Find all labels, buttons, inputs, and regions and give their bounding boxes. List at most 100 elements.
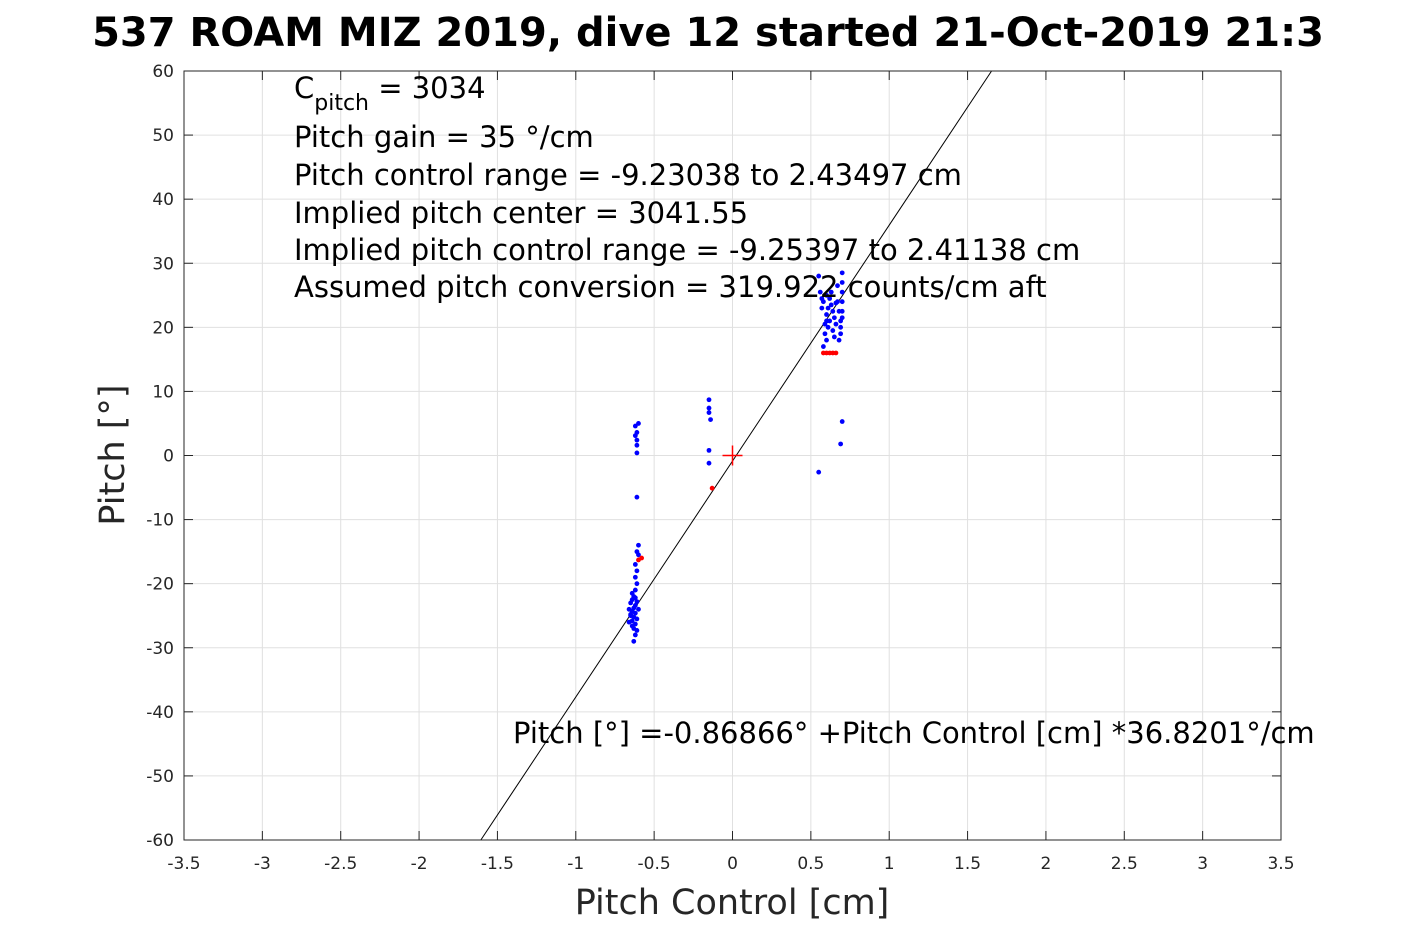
data-point	[827, 296, 833, 301]
data-point	[822, 321, 828, 327]
y-tick-label: 60	[152, 62, 174, 82]
data-point	[833, 350, 839, 356]
data-point	[636, 542, 641, 548]
data-point	[626, 619, 632, 625]
y-tick-label: -20	[146, 575, 174, 595]
data-point	[708, 417, 713, 423]
annotation-c-pitch: Cpitch = 3034	[294, 71, 486, 116]
data-point	[839, 280, 845, 285]
data-point	[632, 632, 638, 638]
data-point	[820, 299, 826, 305]
x-tick-label: -2	[411, 854, 428, 874]
data-point	[632, 587, 638, 593]
data-point	[825, 324, 831, 330]
x-tick-label: -0.5	[638, 854, 671, 874]
data-points	[626, 270, 845, 644]
x-tick-label: 0.5	[797, 854, 824, 874]
y-tick-label: 20	[152, 318, 174, 338]
data-point	[631, 638, 637, 644]
data-point	[632, 562, 638, 567]
data-point	[628, 612, 634, 617]
data-point	[838, 441, 844, 447]
data-point	[838, 324, 844, 330]
x-tick-label: -1.5	[481, 854, 514, 874]
data-point	[827, 318, 833, 324]
data-point	[706, 405, 712, 411]
data-point	[709, 485, 715, 491]
data-point	[629, 590, 635, 596]
data-point	[816, 469, 822, 475]
x-tick-label: 2	[1041, 854, 1052, 874]
data-point	[831, 334, 837, 340]
y-tick-label: 40	[152, 190, 174, 210]
x-axis-label: Pitch Control [cm]	[575, 883, 890, 923]
x-tick-label: -2.5	[324, 854, 357, 874]
data-point	[632, 423, 638, 429]
data-point	[632, 610, 638, 616]
data-point	[634, 581, 640, 587]
data-point	[706, 447, 712, 453]
y-tick-label: 30	[152, 254, 174, 274]
data-point	[833, 300, 839, 306]
x-tick-label: 0	[727, 854, 738, 874]
data-point	[706, 397, 712, 403]
annotation-assumed-pitch-conversion: Assumed pitch conversion = 319.922 count…	[294, 270, 1047, 304]
x-tick-label: 3.5	[1267, 854, 1294, 874]
data-point	[830, 328, 836, 333]
c-pitch-value: = 3034	[369, 71, 486, 105]
annotation-pitch-control-range: Pitch control range = -9.23038 to 2.4349…	[294, 158, 962, 192]
data-point	[828, 289, 834, 295]
data-point	[636, 557, 641, 563]
data-point	[816, 273, 822, 279]
data-point	[838, 331, 844, 337]
data-point	[836, 337, 842, 343]
y-tick-label: -60	[146, 831, 174, 851]
data-point	[634, 628, 640, 633]
annotation-pitch-gain: Pitch gain = 35 °/cm	[294, 120, 594, 154]
x-tick-label: 3	[1197, 854, 1208, 874]
data-point	[831, 315, 837, 321]
data-point	[706, 460, 712, 466]
data-point	[628, 600, 634, 606]
annotation-implied-pitch-center: Implied pitch center = 3041.55	[294, 196, 748, 230]
data-point	[634, 450, 640, 456]
data-point	[817, 289, 823, 295]
y-tick-label: -50	[146, 767, 174, 787]
data-point	[835, 283, 840, 289]
data-point	[839, 299, 845, 305]
data-point	[830, 308, 836, 314]
data-point	[822, 331, 828, 337]
data-point	[839, 270, 845, 276]
data-point	[634, 616, 640, 622]
data-point	[634, 442, 640, 448]
data-point	[839, 315, 845, 321]
data-point	[824, 337, 829, 343]
data-point	[634, 568, 640, 574]
x-tick-label: -3.5	[167, 854, 200, 874]
center-marker-layer	[722, 445, 743, 466]
data-point	[634, 599, 640, 605]
y-tick-label: -10	[146, 511, 174, 531]
x-tick-label: -1	[567, 854, 584, 874]
y-axis-label: Pitch [°]	[93, 384, 133, 525]
data-point	[828, 302, 834, 308]
fit-equation-label: Pitch [°] =-0.86866° +Pitch Control [cm]…	[513, 716, 1315, 750]
data-point	[839, 308, 845, 314]
data-point	[636, 552, 641, 558]
c-pitch-subscript: pitch	[314, 91, 369, 116]
data-point	[839, 419, 845, 424]
data-point	[825, 305, 831, 311]
data-point	[634, 494, 640, 500]
x-tick-label: 2.5	[1111, 854, 1138, 874]
y-tick-label: 10	[152, 382, 174, 402]
axis-ticks: -3.5 -3 -2.5 -2 -1.5 -1 -0.5 0 0.5 1 1.5 2 2.5 3 3.5 -6…	[146, 62, 1294, 874]
y-tick-label: 0	[163, 447, 174, 467]
x-tick-label: 1.5	[954, 854, 981, 874]
c-pitch-symbol: C	[294, 71, 314, 105]
annotation-implied-pitch-control-range: Implied pitch control range = -9.25397 t…	[294, 233, 1080, 267]
data-point	[819, 305, 825, 311]
data-point	[833, 321, 839, 327]
x-tick-label: 1	[884, 854, 895, 874]
data-point	[824, 292, 829, 298]
